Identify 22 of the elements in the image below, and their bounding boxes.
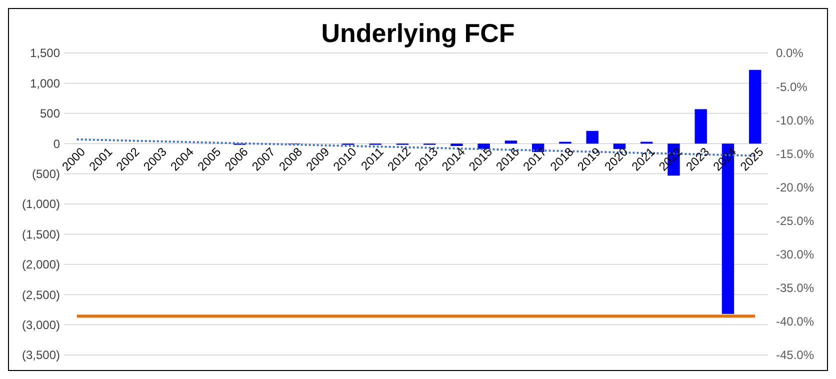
y2-tick-label: -30.0% bbox=[776, 248, 814, 262]
y2-tick-label: -45.0% bbox=[776, 348, 814, 362]
y-tick-label: 1,500 bbox=[30, 46, 60, 60]
y2-tick-label: 0.0% bbox=[776, 46, 804, 60]
y2-tick-label: -20.0% bbox=[776, 180, 814, 194]
y2-tick-label: -35.0% bbox=[776, 281, 814, 296]
y-tick-label: (2,500) bbox=[22, 288, 60, 302]
y2-tick-label: -15.0% bbox=[776, 146, 814, 161]
y-tick-label: (500) bbox=[32, 167, 60, 181]
y2-tick-label: -25.0% bbox=[776, 214, 814, 228]
y-tick-label: 0 bbox=[53, 136, 60, 151]
y2-tick-label: -40.0% bbox=[776, 314, 814, 329]
y-tick-label: 500 bbox=[40, 106, 60, 121]
y-tick-label: (1,500) bbox=[22, 227, 60, 242]
y-tick-label: (1,000) bbox=[22, 197, 60, 212]
y-tick-label: (3,500) bbox=[22, 348, 60, 362]
y2-tick-label: -5.0% bbox=[776, 80, 808, 94]
y2-tick-label: -10.0% bbox=[776, 113, 814, 128]
y-tick-label: (3,000) bbox=[22, 318, 60, 332]
chart-title: Underlying FCF bbox=[321, 18, 515, 48]
y-tick-label: (2,000) bbox=[22, 258, 60, 272]
y-tick-label: 1,000 bbox=[30, 76, 60, 90]
